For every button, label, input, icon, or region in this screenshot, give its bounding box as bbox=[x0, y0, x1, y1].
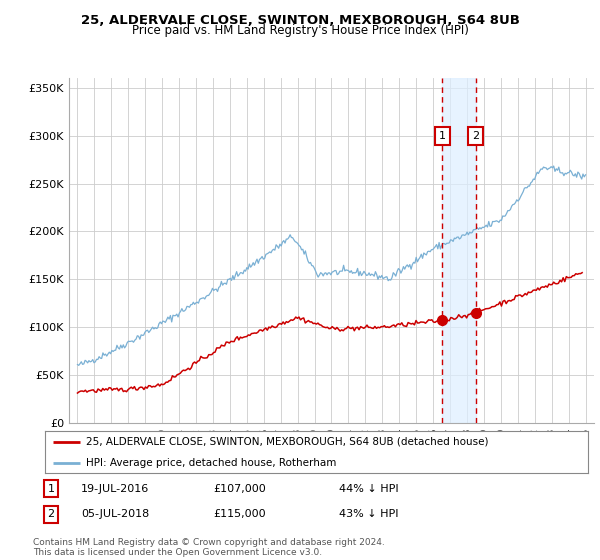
Bar bbox=[442, 78, 476, 423]
Text: 2: 2 bbox=[472, 131, 479, 141]
Text: 2: 2 bbox=[47, 509, 55, 519]
Text: 05-JUL-2018: 05-JUL-2018 bbox=[81, 509, 149, 519]
Text: 44% ↓ HPI: 44% ↓ HPI bbox=[339, 484, 398, 494]
Text: Contains HM Land Registry data © Crown copyright and database right 2024.
This d: Contains HM Land Registry data © Crown c… bbox=[33, 538, 385, 557]
Text: £115,000: £115,000 bbox=[213, 509, 266, 519]
Text: 1: 1 bbox=[439, 131, 446, 141]
Text: 43% ↓ HPI: 43% ↓ HPI bbox=[339, 509, 398, 519]
Text: 1: 1 bbox=[47, 484, 55, 494]
Text: Price paid vs. HM Land Registry's House Price Index (HPI): Price paid vs. HM Land Registry's House … bbox=[131, 24, 469, 37]
Text: 25, ALDERVALE CLOSE, SWINTON, MEXBOROUGH, S64 8UB: 25, ALDERVALE CLOSE, SWINTON, MEXBOROUGH… bbox=[80, 14, 520, 27]
Text: 19-JUL-2016: 19-JUL-2016 bbox=[81, 484, 149, 494]
Text: 25, ALDERVALE CLOSE, SWINTON, MEXBOROUGH, S64 8UB (detached house): 25, ALDERVALE CLOSE, SWINTON, MEXBOROUGH… bbox=[86, 437, 488, 447]
Text: HPI: Average price, detached house, Rotherham: HPI: Average price, detached house, Roth… bbox=[86, 458, 336, 468]
Text: £107,000: £107,000 bbox=[213, 484, 266, 494]
